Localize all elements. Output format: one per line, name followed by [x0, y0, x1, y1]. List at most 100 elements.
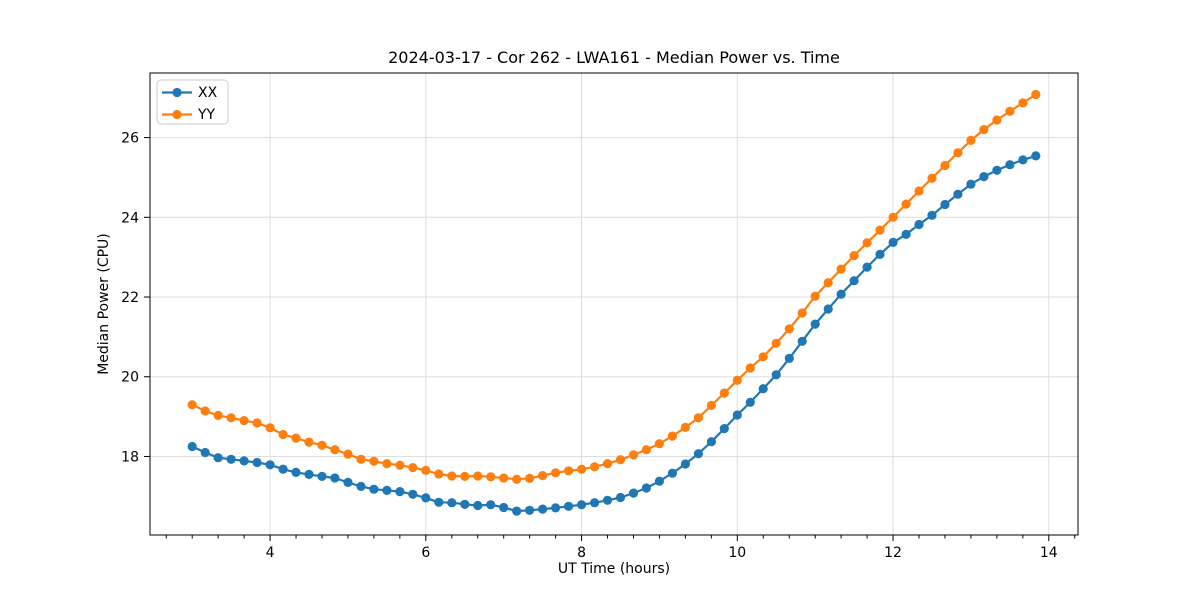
series-xx-marker: [732, 410, 742, 420]
series-xx-marker: [875, 249, 885, 259]
series-yy-marker: [1005, 106, 1015, 116]
series-xx-marker: [823, 304, 833, 314]
series-yy-marker: [797, 308, 807, 318]
series-yy-marker: [849, 251, 859, 261]
series-yy-marker: [499, 473, 509, 483]
series-xx-marker: [745, 397, 755, 407]
y-tick-label: 22: [121, 290, 139, 306]
series-yy-marker: [901, 199, 911, 209]
data-series: [187, 89, 1041, 516]
legend: XX YY: [156, 79, 229, 125]
series-yy-marker: [356, 454, 366, 464]
series-xx-marker: [602, 495, 613, 505]
series-yy-marker: [979, 125, 989, 135]
series-yy-marker: [187, 400, 197, 410]
legend-label-yy: YY: [197, 107, 216, 123]
series-yy-marker: [862, 238, 872, 248]
series-xx-marker: [628, 488, 639, 498]
series-xx-marker: [512, 506, 522, 516]
y-tick-label: 20: [121, 370, 139, 386]
series-yy-marker: [200, 406, 210, 416]
series-xx-marker: [434, 497, 444, 507]
legend-box: [156, 79, 229, 125]
series-xx-marker: [265, 460, 275, 470]
series-yy-marker: [706, 400, 717, 410]
series-xx-marker: [862, 262, 872, 272]
gridlines: [150, 73, 1078, 535]
series-xx-marker: [343, 477, 353, 487]
series-yy-marker: [927, 173, 937, 183]
series-yy-marker: [771, 338, 781, 348]
plot-border: [149, 72, 1079, 536]
series-yy-marker: [680, 422, 691, 432]
series-xx-marker: [784, 353, 794, 363]
series-xx-marker: [330, 473, 340, 483]
series-yy-marker: [486, 472, 496, 482]
series-xx-marker: [291, 467, 301, 477]
series-yy-marker: [512, 474, 522, 484]
series-xx-marker: [239, 456, 249, 466]
series-xx-marker: [213, 453, 223, 463]
x-tick-label: 10: [728, 545, 746, 561]
series-xx-marker: [836, 289, 846, 299]
series-xx-marker: [797, 336, 807, 346]
y-tick-label: 26: [121, 131, 139, 147]
series-xx-marker: [667, 468, 678, 478]
series-yy-marker: [408, 463, 418, 473]
series-xx-marker: [654, 476, 665, 486]
series-xx-marker: [590, 498, 600, 508]
x-tick-label: 12: [884, 545, 902, 561]
series-yy-marker: [914, 186, 924, 196]
series-xx-marker: [927, 210, 937, 220]
series-yy-marker: [343, 449, 353, 459]
series-yy-marker: [654, 439, 665, 449]
series-yy-marker: [602, 459, 613, 469]
series-xx-marker: [252, 457, 262, 468]
series-xx-marker: [706, 437, 717, 447]
series-yy-marker: [369, 456, 379, 466]
series-yy-marker: [291, 433, 301, 443]
series-xx-marker: [525, 505, 535, 515]
series-xx-marker: [577, 500, 587, 510]
series-yy-marker: [953, 148, 963, 158]
series-yy-marker: [590, 462, 600, 472]
series-xx: [187, 151, 1041, 516]
series-xx-marker: [758, 384, 768, 394]
series-yy-marker: [447, 471, 457, 481]
series-yy-marker: [551, 468, 561, 478]
series-xx-marker: [1018, 155, 1028, 165]
series-xx-marker: [421, 493, 431, 503]
series-xx-marker: [719, 424, 729, 434]
x-tick-label: 8: [577, 545, 586, 561]
series-yy-marker: [1018, 98, 1028, 108]
x-tick-label: 6: [421, 545, 430, 561]
series-yy-marker: [317, 440, 327, 450]
series-yy-marker: [226, 413, 236, 423]
series-yy-marker: [992, 115, 1002, 125]
series-xx-marker: [382, 485, 392, 495]
series-xx-marker: [447, 498, 457, 508]
series-xx-marker: [200, 447, 210, 458]
series-yy-marker: [252, 418, 262, 428]
series-yy-marker: [525, 473, 535, 483]
series-yy-marker: [265, 423, 275, 433]
series-xx-marker: [693, 449, 704, 459]
series-yy-marker: [239, 416, 249, 426]
x-tick-label: 14: [1040, 545, 1058, 561]
series-yy-marker: [940, 160, 950, 171]
series-xx-marker: [499, 502, 509, 513]
x-tick-label: 4: [266, 545, 275, 561]
series-yy-marker: [615, 455, 626, 465]
series-yy-marker: [564, 466, 574, 476]
series-yy-marker: [875, 225, 885, 235]
series-yy-line: [191, 93, 1037, 481]
series-yy-marker: [434, 469, 444, 479]
series-xx-marker: [564, 501, 574, 511]
series-yy-marker: [641, 445, 652, 455]
legend-item-xx: XX: [162, 85, 218, 101]
series-yy-marker: [330, 445, 340, 455]
series-xx-marker: [278, 464, 288, 474]
series-yy-marker: [719, 388, 729, 398]
series-xx-marker: [888, 237, 898, 247]
